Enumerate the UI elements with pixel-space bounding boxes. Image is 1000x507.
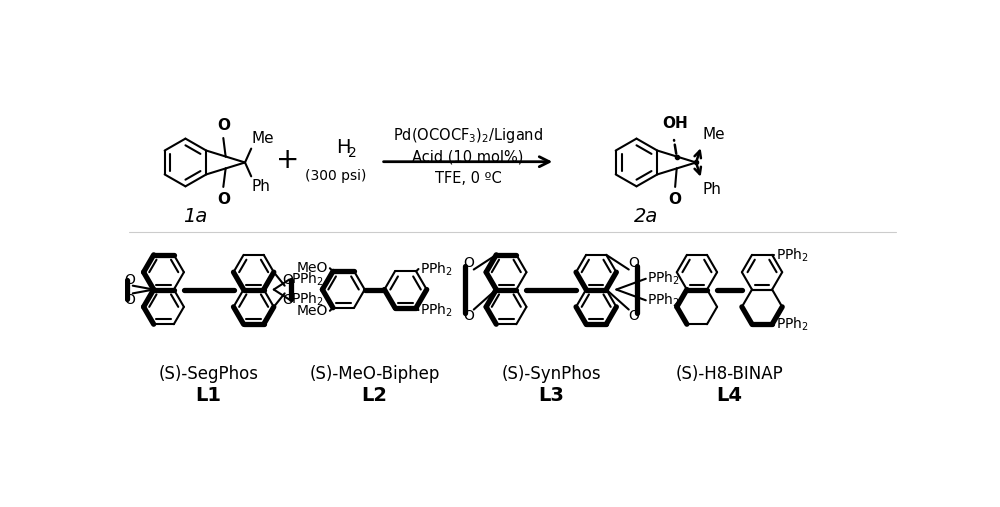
Text: +: + — [276, 146, 299, 174]
Text: (S)-SegPhos: (S)-SegPhos — [159, 365, 259, 383]
Text: 2a: 2a — [634, 207, 658, 226]
Text: 1a: 1a — [183, 207, 207, 226]
Text: O: O — [282, 273, 293, 286]
Text: L2: L2 — [362, 386, 388, 405]
Text: (S)-H8-BINAP: (S)-H8-BINAP — [676, 365, 783, 383]
Text: O: O — [124, 273, 135, 286]
Text: Me: Me — [252, 131, 275, 147]
Text: PPh$_2$: PPh$_2$ — [647, 270, 680, 287]
Text: 2: 2 — [348, 146, 357, 160]
Text: (S)-SynPhos: (S)-SynPhos — [501, 365, 601, 383]
Text: O: O — [217, 192, 230, 206]
Text: PPh$_2$: PPh$_2$ — [420, 260, 453, 278]
Text: Ph: Ph — [252, 178, 271, 194]
Text: OH: OH — [662, 116, 688, 131]
Text: (S)-MeO-Biphep: (S)-MeO-Biphep — [309, 365, 440, 383]
Text: O: O — [217, 119, 230, 133]
Text: O: O — [628, 257, 639, 270]
Text: Pd(OCOCF$_3$)$_2$/Ligand: Pd(OCOCF$_3$)$_2$/Ligand — [393, 126, 543, 145]
Text: L1: L1 — [196, 386, 222, 405]
Text: (300 psi): (300 psi) — [305, 168, 366, 183]
Text: PPh$_2$: PPh$_2$ — [776, 246, 809, 264]
Text: MeO: MeO — [297, 261, 328, 275]
Text: L4: L4 — [716, 386, 742, 405]
Text: O: O — [282, 293, 293, 307]
Text: Acid (10 mol%): Acid (10 mol%) — [412, 150, 524, 165]
Text: O: O — [464, 257, 475, 270]
Text: PPh$_2$: PPh$_2$ — [647, 292, 680, 309]
Text: O: O — [628, 309, 639, 323]
Text: PPh$_2$: PPh$_2$ — [420, 301, 453, 319]
Text: O: O — [669, 192, 682, 207]
Text: Ph: Ph — [702, 183, 721, 198]
Text: O: O — [124, 293, 135, 307]
Text: TFE, 0 ºC: TFE, 0 ºC — [435, 171, 501, 186]
Text: PPh$_2$: PPh$_2$ — [291, 291, 324, 308]
Text: H: H — [336, 137, 350, 157]
Text: O: O — [464, 309, 475, 323]
Text: MeO: MeO — [297, 304, 328, 318]
Text: PPh$_2$: PPh$_2$ — [291, 271, 324, 288]
Text: L3: L3 — [538, 386, 564, 405]
Text: PPh$_2$: PPh$_2$ — [776, 315, 809, 333]
Text: Me: Me — [702, 127, 725, 142]
